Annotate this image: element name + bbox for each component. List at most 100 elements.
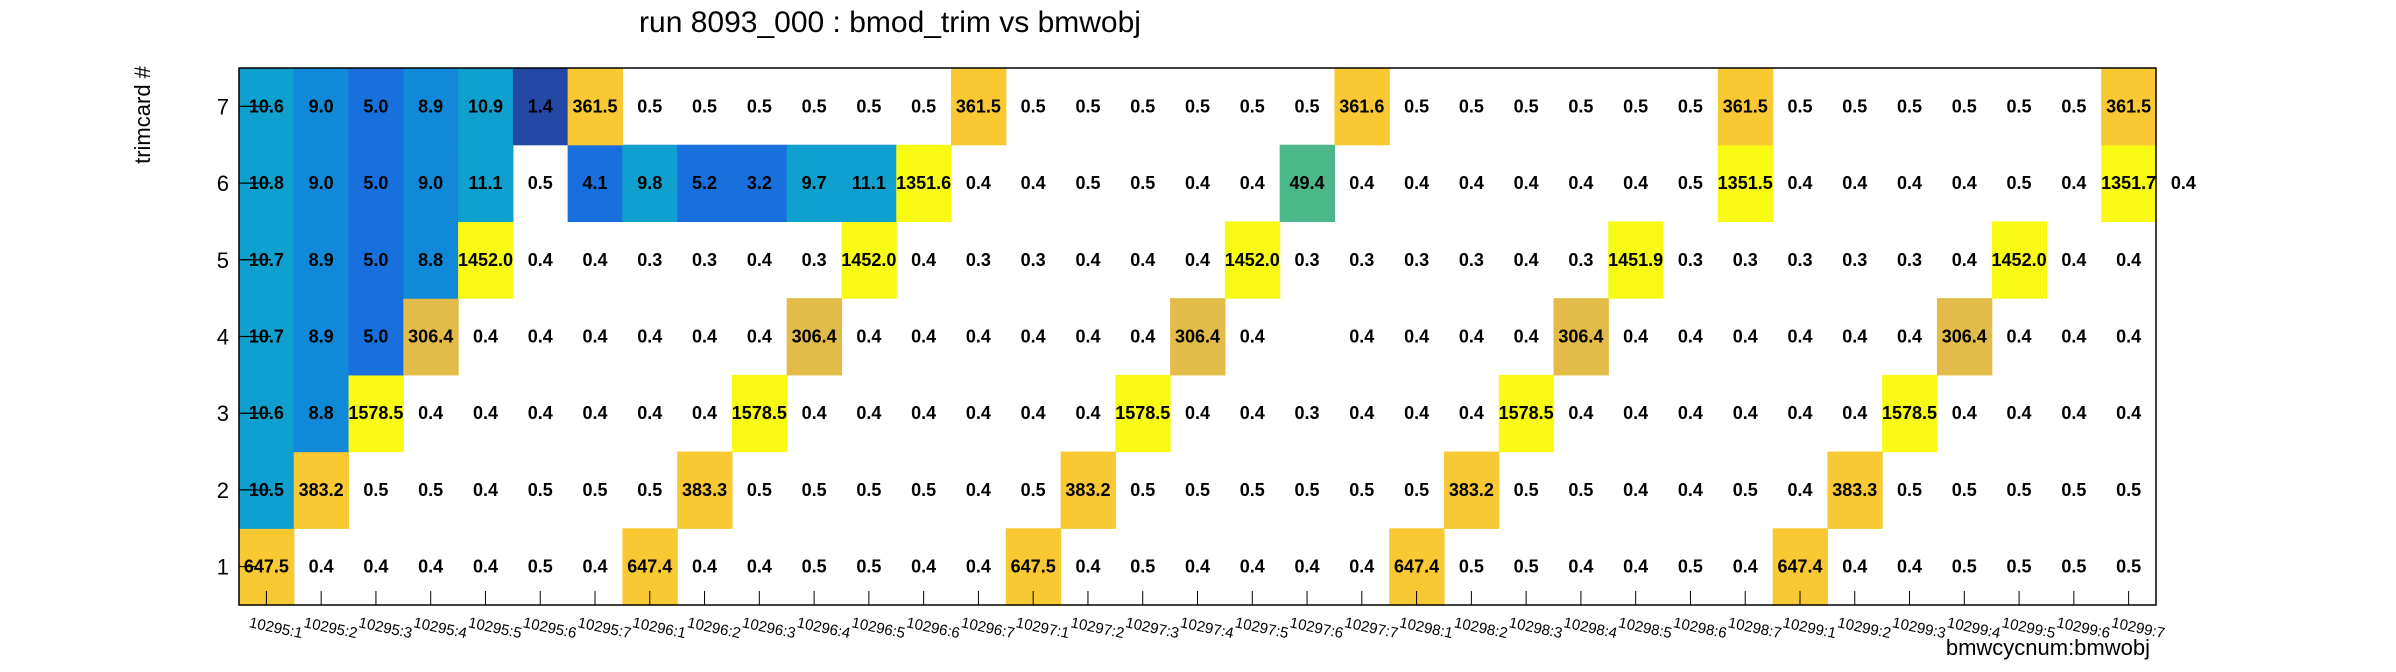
heatmap-cell (1115, 374, 1171, 453)
cell-value-label: 0.4 (1404, 173, 1429, 193)
heatmap-cell (841, 144, 897, 223)
cell-value-label: 0.4 (856, 403, 881, 423)
cell-value-label: 0.4 (1733, 327, 1758, 347)
heatmap-cell (403, 298, 459, 376)
x-tick-label: 10296:5 (850, 614, 907, 642)
cell-value-label: 0.4 (2116, 327, 2141, 347)
cell-value-label: 0.5 (1514, 557, 1539, 577)
cell-value-label: 0.5 (1240, 480, 1265, 500)
x-tick-label: 10297:7 (1343, 614, 1400, 642)
cell-value-label: 0.5 (1459, 557, 1484, 577)
cell-value-label: 306.4 (1558, 327, 1603, 347)
heatmap-cell-labels: 647.5 0.4 0.4 0.4 0.4 0.5 0.4 647.4 0.4 0.4 0.5 0.5… (241, 96, 2196, 577)
heatmap-cell (348, 298, 404, 376)
y-tick-label: 3 (217, 401, 229, 426)
cell-value-label: 0.4 (1021, 403, 1046, 423)
x-tick-label: 10297:3 (1124, 614, 1181, 642)
cell-value-label: 0.3 (692, 250, 717, 270)
cell-value-label: 1452.0 (458, 250, 513, 270)
cell-value-label: 361.5 (1723, 96, 1768, 116)
cell-value-label: 0.5 (856, 557, 881, 577)
cell-value-label: 0.4 (1897, 327, 1922, 347)
cell-value-label: 0.4 (1240, 557, 1265, 577)
cell-value-label: 647.4 (1777, 557, 1822, 577)
cell-value-label: 0.4 (856, 327, 881, 347)
heatmap-cell (896, 144, 952, 223)
x-tick-label: 10296:6 (905, 614, 962, 642)
x-tick-label: 10299:2 (1836, 614, 1893, 642)
cell-value-label: 1452.0 (1225, 250, 1280, 270)
cell-value-label: 9.0 (309, 96, 334, 116)
cell-value-label: 0.3 (1349, 250, 1374, 270)
cell-value-label: 383.3 (1832, 480, 1877, 500)
heatmap-cell (731, 144, 788, 223)
heatmap-cell (1334, 68, 1390, 146)
cell-value-label: 0.5 (747, 480, 772, 500)
cell-value-label: 8.9 (418, 96, 443, 116)
cell-value-label: 0.4 (966, 480, 991, 500)
cell-value-label: 0.4 (418, 403, 443, 423)
cell-value-label: 0.4 (911, 557, 936, 577)
cell-value-label: 0.4 (528, 327, 553, 347)
cell-value-label: 0.4 (473, 480, 498, 500)
cell-value-label: 0.5 (1130, 173, 1155, 193)
cell-value-label: 0.5 (1021, 480, 1046, 500)
cell-value-label: 383.2 (299, 480, 344, 500)
x-tick-label: 10295:3 (357, 614, 414, 642)
cell-value-label: 0.4 (911, 327, 936, 347)
cell-value-label: 0.5 (1568, 96, 1593, 116)
heatmap-cell (567, 144, 623, 223)
cell-value-label: 0.5 (1459, 96, 1484, 116)
x-axis-ticks: 10295:110295:210295:310295:410295:510295… (248, 591, 2166, 642)
cell-value-label: 0.3 (1295, 403, 1320, 423)
cell-value-label: 0.4 (1349, 327, 1374, 347)
cell-value-label: 0.4 (2116, 403, 2141, 423)
cell-value-label: 0.4 (911, 403, 936, 423)
heatmap-cell (1060, 451, 1116, 529)
cell-value-label: 0.5 (528, 480, 553, 500)
y-axis-label: trimcard # (130, 65, 155, 164)
cell-value-label: 0.4 (1349, 173, 1374, 193)
cell-value-label: 1578.5 (732, 403, 787, 423)
cell-value-label: 0.5 (1021, 96, 1046, 116)
cell-value-label: 0.3 (1678, 250, 1703, 270)
x-tick-label: 10299:1 (1781, 614, 1838, 642)
cell-value-label: 0.3 (1842, 250, 1867, 270)
heatmap-cell (1443, 451, 1500, 529)
cell-value-label: 0.5 (1130, 557, 1155, 577)
x-tick-label: 10296:2 (686, 614, 743, 642)
y-tick-label: 5 (217, 248, 229, 273)
cell-value-label: 0.4 (1075, 403, 1100, 423)
x-tick-label: 10297:1 (1014, 614, 1071, 642)
heatmap-cell (786, 298, 843, 376)
cell-value-label: 0.5 (1897, 96, 1922, 116)
x-tick-label: 10297:6 (1288, 614, 1345, 642)
cell-value-label: 0.5 (1404, 96, 1429, 116)
heatmap-cell (677, 451, 733, 529)
cell-value-label: 0.5 (1295, 96, 1320, 116)
cell-value-label: 5.0 (363, 250, 388, 270)
cell-value-label: 0.5 (1514, 96, 1539, 116)
cell-value-label: 0.4 (2061, 327, 2086, 347)
cell-value-label: 0.4 (966, 403, 991, 423)
heatmap-cell (567, 68, 623, 146)
cell-value-label: 0.4 (1075, 327, 1100, 347)
heatmap-cell (458, 68, 514, 146)
cell-value-label: 0.4 (1185, 403, 1210, 423)
cell-value-label: 0.4 (1130, 327, 1155, 347)
cell-value-label: 0.3 (966, 250, 991, 270)
cell-value-label: 0.5 (1295, 480, 1320, 500)
cell-value-label: 0.5 (856, 480, 881, 500)
cell-value-label: 0.5 (637, 480, 662, 500)
cell-value-label: 0.4 (1240, 327, 1265, 347)
cell-value-label: 0.5 (911, 96, 936, 116)
cell-value-label: 0.4 (1021, 173, 1046, 193)
cell-value-label: 0.5 (1678, 173, 1703, 193)
cell-value-label: 1351.6 (896, 173, 951, 193)
cell-value-label: 0.5 (2061, 557, 2086, 577)
heatmap-cell (1717, 144, 1774, 223)
cell-value-label: 9.0 (309, 173, 334, 193)
heatmap-cell (1936, 298, 1993, 376)
x-tick-label: 10295:2 (302, 614, 359, 642)
cell-value-label: 0.4 (528, 250, 553, 270)
